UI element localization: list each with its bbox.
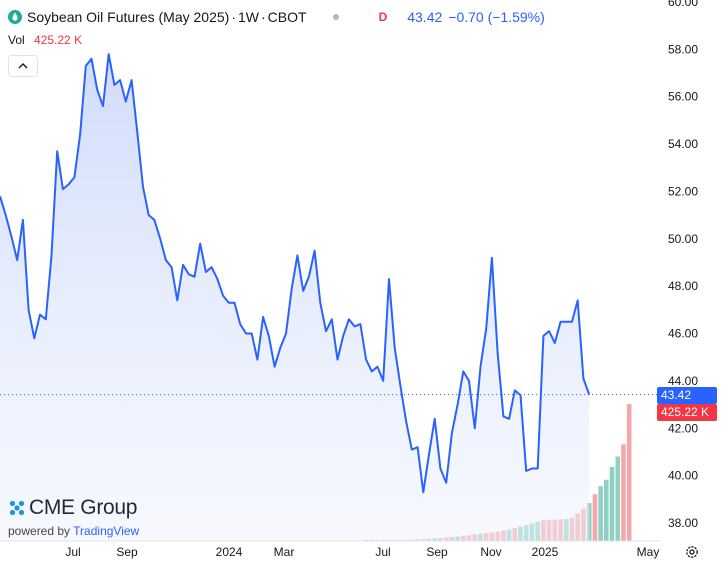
x-tick-label: Jul [65, 545, 80, 559]
volume-bar [598, 486, 603, 541]
x-tick-label: Sep [116, 545, 138, 559]
separator: · [261, 9, 266, 25]
interval-label[interactable]: 1W [238, 9, 259, 25]
tradingview-link[interactable]: TradingView [73, 524, 140, 538]
y-tick-label: 38.00 [668, 516, 698, 530]
y-axis[interactable]: 38.00 40.00 42.00 44.00 46.00 48.00 50.00 52.00… [668, 0, 698, 530]
y-tick-label: 40.00 [668, 469, 698, 483]
market-status-dot-icon [332, 14, 339, 20]
chevron-up-icon [18, 63, 28, 69]
volume-bar [592, 494, 598, 541]
x-tick-label: 2025 [532, 545, 559, 559]
x-axis[interactable]: Jul Sep 2024 Mar Jul Sep Nov 2025 May [65, 545, 659, 559]
y-tick-label: 50.00 [668, 232, 698, 246]
volume-bar [604, 479, 609, 541]
x-tick-label: May [637, 545, 660, 559]
y-tick-label: 54.00 [668, 137, 698, 151]
soybean-oil-drop-icon [8, 10, 22, 24]
volume-label: Vol [8, 33, 25, 47]
volume-tag: 425.22 K [657, 404, 717, 421]
y-tick-label: 58.00 [668, 42, 698, 56]
last-price-value: 43.42 [407, 9, 443, 25]
y-tick-label: 56.00 [668, 90, 698, 104]
volume-bar [615, 456, 621, 541]
volume-value: 425.22 K [34, 33, 83, 47]
x-tick-label: Jul [375, 545, 390, 559]
last-price-tag: 43.42 [657, 387, 717, 404]
gear-icon[interactable] [685, 545, 699, 559]
x-tick-label: 2024 [216, 545, 243, 559]
volume-bar [626, 404, 632, 541]
powered-by-prefix: powered by [8, 524, 71, 538]
y-tick-label: 46.00 [668, 327, 698, 341]
y-tick-label: 52.00 [668, 184, 698, 198]
delayed-data-badge[interactable]: D [378, 10, 388, 24]
chart-header: Soybean Oil Futures (May 2025) · 1W · CB… [8, 8, 545, 26]
y-tick-label: 44.00 [668, 374, 698, 388]
x-tick-label: Nov [480, 545, 501, 559]
volume-bar [621, 444, 626, 541]
y-tick-label: 60.00 [668, 0, 698, 9]
x-tick-label: Sep [426, 545, 448, 559]
cme-globe-icon [9, 500, 25, 516]
price-area-fill [0, 54, 590, 541]
volume-bar [609, 466, 615, 541]
symbol-title[interactable]: Soybean Oil Futures (May 2025) [27, 9, 230, 25]
exchange-label: CBOT [267, 9, 307, 25]
cme-brand-text: CME Group [29, 496, 138, 519]
price-line [0, 53, 591, 494]
volume-legend: Vol 425.22 K [8, 33, 82, 47]
collapse-legend-button[interactable] [8, 55, 38, 77]
cme-group-logo[interactable]: CME Group powered by TradingView [8, 496, 139, 538]
y-tick-label: 42.00 [668, 421, 698, 435]
powered-by-text: powered by TradingView [8, 524, 139, 538]
separator: · [231, 9, 236, 25]
price-change-value: −0.70 (−1.59%) [448, 9, 545, 25]
x-tick-label: Mar [274, 545, 295, 559]
y-tick-label: 48.00 [668, 279, 698, 293]
